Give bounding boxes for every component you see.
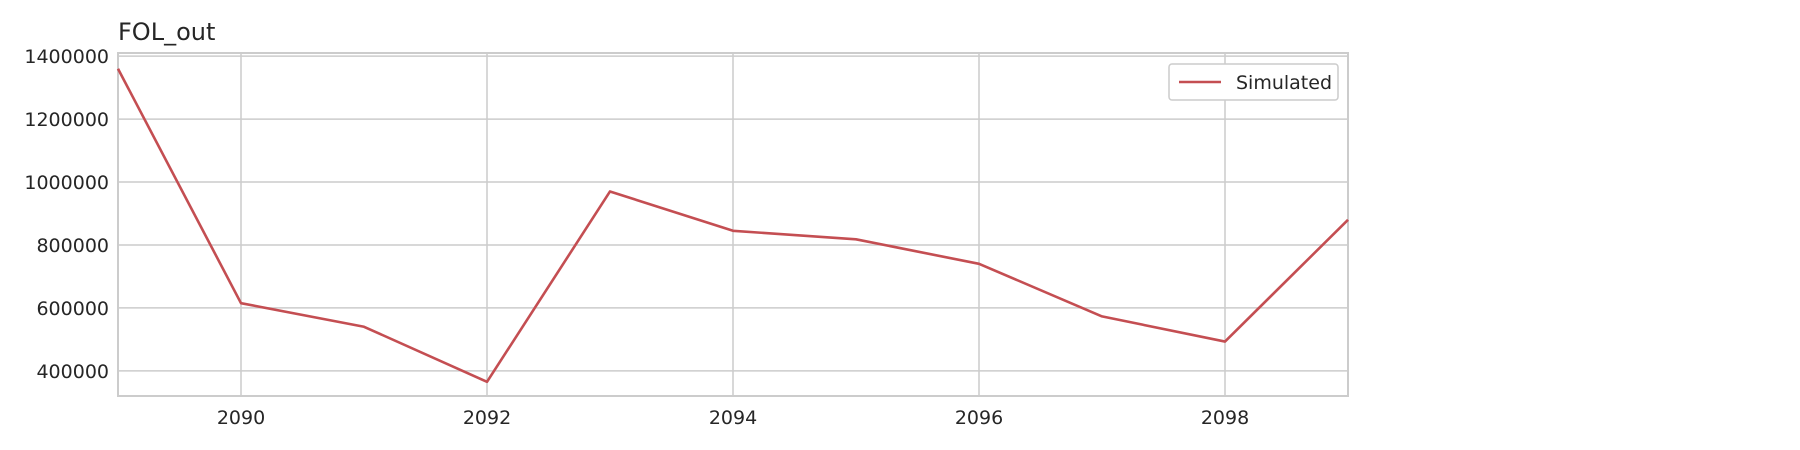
y-tick-label: 400000 <box>36 361 109 383</box>
grid-lines <box>118 53 1348 396</box>
series-layer <box>116 68 1349 384</box>
y-tick-label: 1200000 <box>24 109 109 131</box>
x-tick-label: 2092 <box>463 407 511 429</box>
x-tick-label: 2094 <box>709 407 757 429</box>
legend: Simulated <box>1168 63 1339 101</box>
y-axis-ticks: 400000 600000 800000 1000000 1200000 1400000 <box>24 46 109 383</box>
chart-title: FOL_out <box>118 18 215 46</box>
y-tick-label: 600000 <box>36 298 109 320</box>
y-tick-label: 800000 <box>36 235 109 257</box>
y-tick-label: 1000000 <box>24 172 109 194</box>
legend-box <box>1168 63 1339 101</box>
x-tick-label: 2098 <box>1201 407 1249 429</box>
x-tick-label: 2090 <box>217 407 265 429</box>
y-tick-label: 1400000 <box>24 46 109 68</box>
x-tick-label: 2096 <box>955 407 1003 429</box>
legend-label: Simulated <box>1236 72 1332 94</box>
plot-frame <box>117 52 1349 397</box>
x-axis-ticks: 2090 2092 2094 2096 2098 <box>217 407 1249 429</box>
